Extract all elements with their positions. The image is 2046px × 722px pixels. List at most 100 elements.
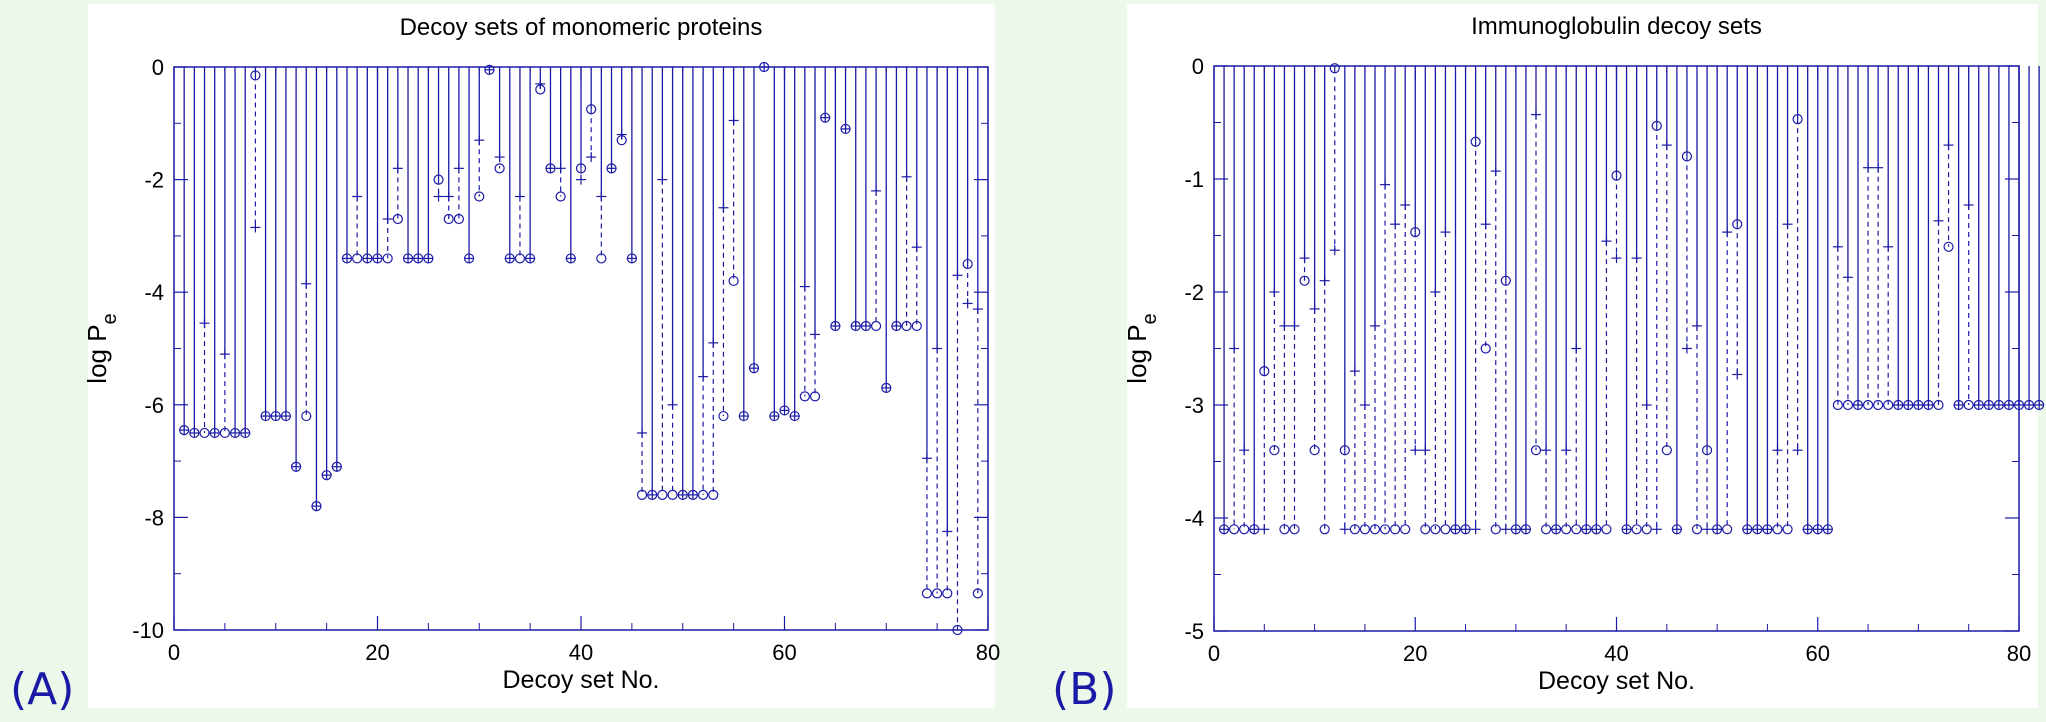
y-axis-label-subscript: e <box>1139 313 1161 324</box>
x-tick-label: 0 <box>1208 641 1220 666</box>
y-tick-label: -10 <box>132 618 164 643</box>
circle-marker <box>799 391 810 402</box>
circle-marker <box>219 427 230 439</box>
circle-marker <box>1400 524 1411 535</box>
circle-marker <box>1239 524 1250 535</box>
circle-marker <box>555 191 566 202</box>
chart-panel-b: Immunoglobulin decoy sets 0 20 40 60 80 0 -1 -2 -… <box>1122 4 2045 708</box>
circle-marker <box>1279 524 1290 535</box>
chart-b-svg: Immunoglobulin decoy sets 0 20 40 60 80 0 -1 -2 -… <box>1122 13 2045 695</box>
y-tick-label: -1 <box>1184 167 1204 192</box>
circle-marker <box>1379 524 1391 535</box>
circle-marker <box>1722 524 1733 535</box>
x-tick-label: 80 <box>2007 641 2031 666</box>
circle-marker <box>718 410 729 422</box>
circle-marker <box>1289 524 1300 535</box>
x-tick-label: 80 <box>976 640 1000 665</box>
circle-marker <box>392 213 403 225</box>
circle-marker <box>1480 343 1491 354</box>
x-tick-label: 60 <box>1806 641 1830 666</box>
circle-marker <box>1862 399 1874 411</box>
x-tick-label: 20 <box>365 640 389 665</box>
circle-marker <box>1571 524 1582 535</box>
circle-marker <box>453 213 464 225</box>
circle-marker <box>636 489 648 500</box>
circle-marker <box>911 320 922 332</box>
circle-marker <box>1943 241 1954 252</box>
circle-marker <box>667 489 678 500</box>
circle-marker <box>1369 524 1381 535</box>
circle-marker <box>1259 366 1270 377</box>
circle-marker <box>708 489 719 500</box>
circle-marker <box>1661 445 1672 456</box>
chart-panel-a: Decoy sets of monomeric proteins 0 20 40 60 8… <box>82 4 1000 708</box>
y-tick-label: -2 <box>144 168 164 193</box>
circle-marker <box>514 253 526 264</box>
circle-marker <box>1561 524 1572 535</box>
y-tick-label: -5 <box>1184 619 1204 644</box>
circle-marker <box>1641 524 1652 535</box>
circle-marker <box>1440 524 1451 535</box>
y-tick-label: -6 <box>144 393 164 418</box>
circle-marker <box>250 70 261 81</box>
circle-marker <box>1229 524 1240 535</box>
y-tick-label: -2 <box>1184 280 1204 305</box>
y-axis-label: log Pe <box>82 313 121 383</box>
y-axis-label-subscript: e <box>99 313 121 324</box>
circle-marker <box>1772 524 1783 535</box>
circle-marker <box>1832 399 1843 411</box>
circle-marker <box>1651 120 1662 131</box>
circle-marker <box>1309 445 1320 456</box>
circle-marker <box>1430 524 1441 535</box>
panel-label-b: (B) <box>1052 664 1117 715</box>
circle-marker <box>352 253 363 264</box>
y-tick-label: -4 <box>1184 506 1204 531</box>
circle-marker <box>1500 275 1511 286</box>
circle-marker <box>1873 399 1884 411</box>
circle-marker <box>809 391 821 402</box>
circle-marker <box>1420 524 1431 535</box>
circle-marker <box>1339 445 1350 456</box>
x-tick-label: 0 <box>168 640 180 665</box>
circle-marker <box>1329 63 1340 74</box>
circle-marker <box>1390 524 1401 535</box>
circle-marker <box>1319 524 1330 535</box>
circle-marker <box>962 258 973 270</box>
y-axis-label: log Pe <box>1122 313 1161 383</box>
circle-marker <box>728 275 739 287</box>
circle-marker <box>1782 524 1793 535</box>
x-tick-label: 40 <box>1604 641 1628 666</box>
circle-marker <box>657 489 668 500</box>
circle-marker <box>1299 275 1310 286</box>
circle-marker <box>1933 399 1944 411</box>
circle-marker <box>870 320 882 332</box>
chart-title: Decoy sets of monomeric proteins <box>400 14 763 41</box>
circle-marker <box>972 588 983 599</box>
circle-marker <box>382 253 393 264</box>
circle-marker <box>199 427 210 439</box>
y-tick-label: -4 <box>144 280 164 305</box>
circle-marker <box>901 320 912 332</box>
circle-marker <box>1681 151 1693 162</box>
circle-marker <box>1701 445 1713 456</box>
circle-marker <box>1732 219 1743 230</box>
x-axis-label: Decoy set No. <box>1538 667 1695 695</box>
circle-marker <box>697 489 709 500</box>
circle-marker <box>952 624 963 636</box>
circle-marker <box>1842 399 1854 411</box>
x-tick-label: 40 <box>569 640 593 665</box>
circle-marker <box>301 410 312 422</box>
x-tick-label: 60 <box>772 640 796 665</box>
circle-marker <box>575 163 587 174</box>
circle-marker <box>1611 170 1622 181</box>
circle-marker <box>942 588 953 599</box>
circle-marker <box>474 191 485 202</box>
x-axis-label: Decoy set No. <box>502 666 659 694</box>
x-tick-label: 20 <box>1403 641 1427 666</box>
circle-marker <box>1963 399 1974 411</box>
circle-marker <box>1410 227 1421 238</box>
circle-marker <box>1470 136 1481 147</box>
circle-marker <box>1883 399 1894 411</box>
y-tick-label: 0 <box>152 55 164 80</box>
circle-marker <box>1631 524 1642 535</box>
